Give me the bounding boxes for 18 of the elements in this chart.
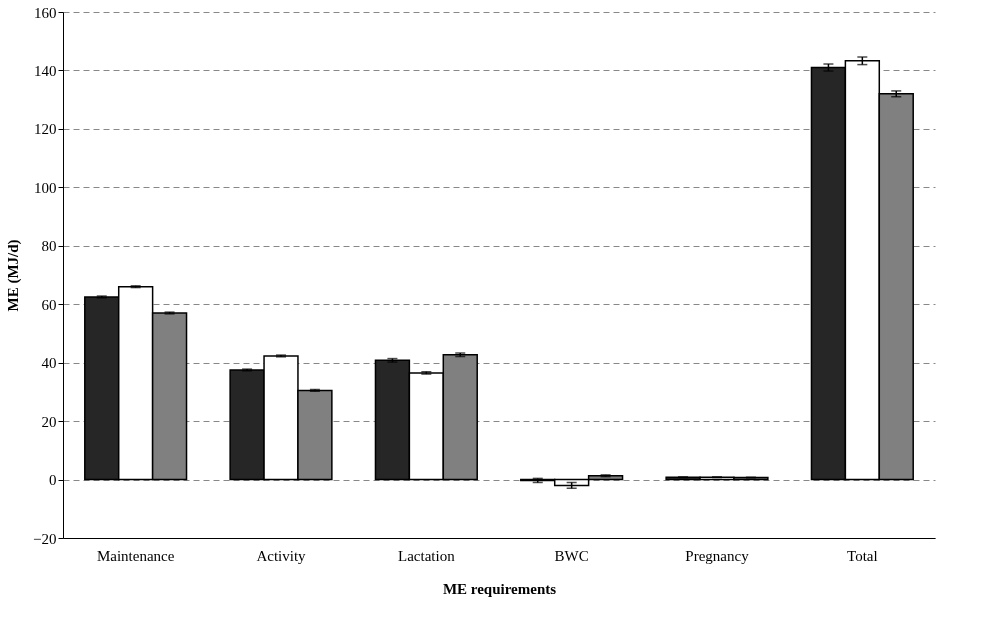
x-tick-label: Activity: [256, 547, 307, 564]
x-tick-label: BWC: [554, 547, 589, 564]
y-tick-label: 120: [34, 121, 57, 138]
x-tick-label: Maintenance: [96, 547, 175, 564]
y-tick-label: 140: [34, 62, 57, 79]
y-tick-label: −20: [33, 530, 57, 547]
y-tick-label: 20: [41, 413, 57, 430]
y-tick-label: 80: [41, 238, 57, 255]
y-tick-label: 160: [34, 4, 57, 21]
x-tick-label: Total: [847, 547, 878, 564]
y-tick-label: 0: [49, 472, 57, 489]
y-tick-label: 40: [41, 355, 57, 372]
x-axis-title: ME requirements: [442, 580, 557, 597]
y-axis-title: ME (MJ/d): [5, 239, 23, 312]
y-tick-label: 100: [34, 179, 57, 196]
x-tick-label: Lactation: [398, 547, 456, 564]
x-tick-label: Pregnancy: [685, 547, 750, 564]
y-tick-label: 60: [41, 296, 57, 313]
